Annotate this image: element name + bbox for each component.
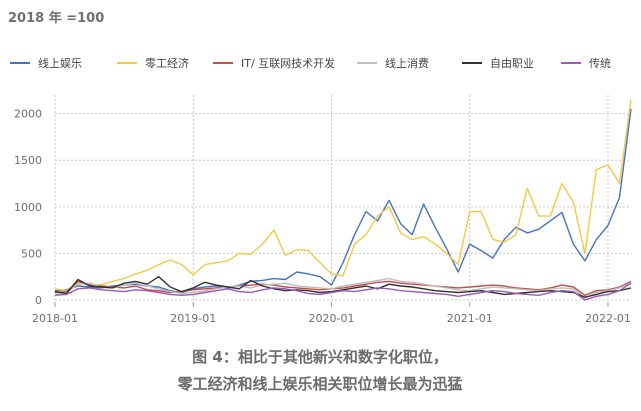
y-tick-label: 1000 [14, 201, 42, 214]
series-line [54, 280, 632, 296]
series-line [54, 108, 632, 294]
legend-label: 自由职业 [490, 56, 534, 70]
legend-label: 零工经济 [145, 56, 189, 70]
y-tick-label: 1500 [14, 154, 42, 167]
series-line [54, 276, 632, 298]
x-tick-label: 2022-01 [585, 312, 631, 325]
series-line [54, 99, 632, 292]
x-tick-label: 2021-01 [447, 312, 493, 325]
chart-subtitle: 2018 年 =100 [8, 10, 104, 26]
legend-label: IT/ 互联网技术开发 [241, 56, 335, 70]
y-tick-label: 2000 [14, 108, 42, 121]
x-tick-label: 2020-01 [308, 312, 354, 325]
gridlines [54, 95, 631, 301]
legend-label: 线上消费 [385, 56, 429, 70]
legend: 线上娱乐 零工经济 IT/ 互联网技术开发 线上消费 自由职业 传统 [10, 56, 611, 70]
series-lines [54, 99, 632, 301]
series-line [54, 282, 632, 301]
y-tick-label: 0 [35, 294, 42, 307]
x-tick-label: 2019-01 [170, 312, 216, 325]
series-line [54, 277, 632, 299]
caption-line-1: 图 4：相比于其他新兴和数字化职位， [192, 348, 448, 366]
legend-label: 传统 [589, 57, 611, 70]
y-axis: 0 500 1000 1500 2000 [14, 108, 42, 307]
legend-label: 线上娱乐 [38, 56, 82, 70]
x-axis: 2018-01 2019-01 2020-01 2021-01 2022-01 [32, 302, 631, 325]
x-tick-label: 2018-01 [32, 312, 78, 325]
y-tick-label: 500 [21, 247, 42, 260]
caption-line-2: 零工经济和线上娱乐相关职位增长最为迅猛 [176, 375, 462, 393]
